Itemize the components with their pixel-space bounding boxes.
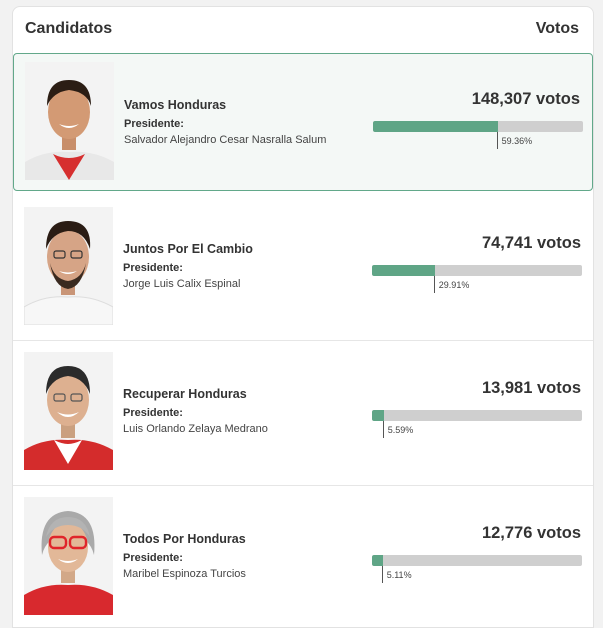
- party-name: Vamos Honduras: [124, 98, 227, 112]
- vote-progress-bar: [372, 410, 582, 421]
- party-name: Juntos Por El Cambio: [123, 242, 253, 256]
- vote-percent: 59.36%: [501, 136, 533, 146]
- vote-progress-fill: [372, 265, 435, 276]
- percent-marker: [381, 566, 383, 583]
- candidate-card[interactable]: Recuperar Honduras Presidente: Luis Orla…: [13, 343, 593, 481]
- card-divider: [13, 340, 593, 341]
- results-header: Candidatos Votos: [13, 7, 593, 51]
- vote-progress-fill: [372, 555, 383, 566]
- candidate-card[interactable]: Vamos Honduras Presidente: Salvador Alej…: [13, 53, 593, 191]
- vote-progress-bar: [372, 265, 582, 276]
- card-divider: [13, 485, 593, 486]
- president-label: Presidente:: [123, 552, 183, 564]
- percent-marker: [433, 276, 435, 293]
- candidate-photo-image: [24, 207, 113, 325]
- candidate-card[interactable]: Juntos Por El Cambio Presidente: Jorge L…: [13, 198, 593, 336]
- president-name: Maribel Espinoza Turcios: [123, 568, 246, 580]
- candidate-photo-image: [24, 497, 113, 615]
- vote-progress-bar: [372, 555, 582, 566]
- candidate-photo: [24, 352, 113, 470]
- vote-progress-fill: [373, 121, 498, 132]
- candidate-photo: [24, 497, 113, 615]
- president-name: Salvador Alejandro Cesar Nasralla Salum: [124, 134, 327, 146]
- president-label: Presidente:: [123, 407, 183, 419]
- party-name: Recuperar Honduras: [123, 387, 247, 401]
- candidate-photo-image: [24, 352, 113, 470]
- vote-count: 12,776 votos: [481, 524, 581, 542]
- candidate-photo: [25, 62, 114, 180]
- candidate-photo: [24, 207, 113, 325]
- vote-count: 13,981 votos: [481, 379, 581, 397]
- candidate-photo-image: [25, 62, 114, 180]
- results-panel: Candidatos Votos Vamos Honduras Presiden…: [12, 6, 594, 628]
- vote-count: 74,741 votos: [481, 234, 581, 252]
- candidates-heading: Candidatos: [25, 20, 113, 37]
- vote-progress-bar: [373, 121, 583, 132]
- vote-percent: 5.11%: [386, 570, 412, 580]
- percent-marker: [382, 421, 384, 438]
- vote-count: 148,307 votos: [471, 90, 580, 108]
- president-label: Presidente:: [123, 262, 183, 274]
- president-label: Presidente:: [124, 118, 184, 130]
- president-name: Jorge Luis Calix Espinal: [123, 278, 241, 290]
- votes-heading: Votos: [535, 20, 579, 37]
- vote-progress-fill: [372, 410, 384, 421]
- party-name: Todos Por Honduras: [123, 532, 246, 546]
- vote-percent: 29.91%: [438, 280, 470, 290]
- vote-percent: 5.59%: [387, 425, 414, 435]
- president-name: Luis Orlando Zelaya Medrano: [123, 423, 268, 435]
- candidate-card[interactable]: Todos Por Honduras Presidente: Maribel E…: [13, 488, 593, 626]
- percent-marker: [496, 132, 498, 149]
